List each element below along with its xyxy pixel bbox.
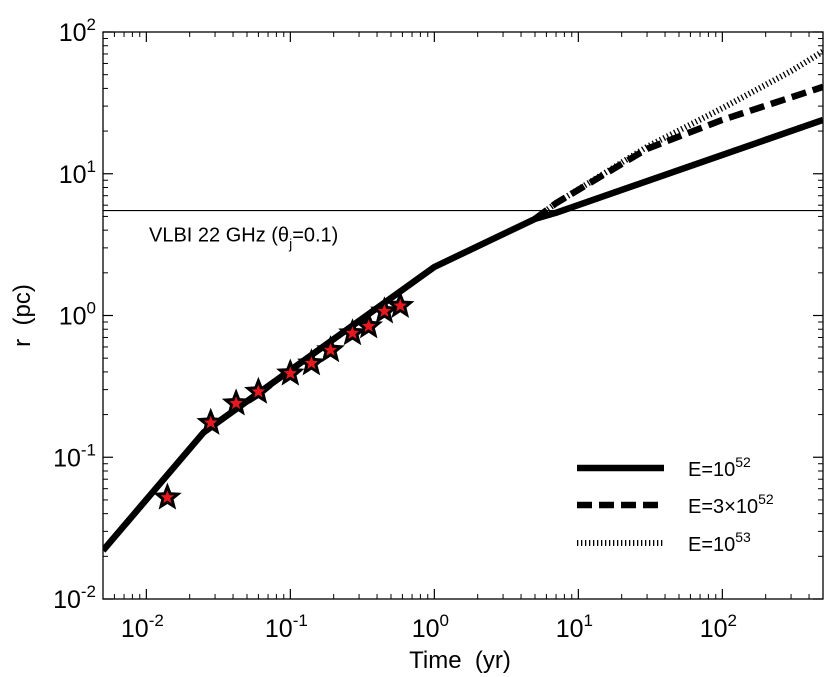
- data-point-star: [153, 482, 182, 510]
- y-tick-label: 101: [59, 157, 96, 189]
- reference-line-label: VLBI 22 GHz (θj=0.1): [149, 225, 338, 252]
- series-layer: [103, 48, 823, 553]
- series-line-2: [533, 83, 823, 222]
- axis-titles: Time (yr) r (pc): [9, 284, 511, 674]
- legend-label-2: E=3×1052: [688, 491, 774, 518]
- y-tick-label: 100: [59, 299, 96, 331]
- x-tick-label: 101: [556, 611, 593, 643]
- data-point-star: [221, 388, 251, 416]
- markers-layer: [153, 290, 415, 510]
- y-axis-title: r (pc): [9, 284, 36, 347]
- x-tick-label: 10-2: [121, 611, 164, 643]
- x-tick-label: 10-1: [265, 611, 308, 643]
- annotation-layer: VLBI 22 GHz (θj=0.1): [103, 210, 823, 252]
- data-point-star: [338, 318, 367, 346]
- legend: E=1052 E=3×1052 E=1053: [577, 454, 774, 556]
- y-tick-label: 10-2: [53, 582, 96, 614]
- y-tick-label: 102: [59, 15, 96, 47]
- y-tick-label: 10-1: [53, 440, 96, 472]
- data-point-star: [316, 335, 345, 363]
- data-point-star: [297, 348, 326, 376]
- x-axis-title: Time (yr): [409, 647, 511, 674]
- series-line-1: [103, 116, 823, 553]
- ticks-layer: 10-2 10-1 100 101 102 10-2 10-1 100 101 102: [53, 15, 823, 643]
- data-point-star: [386, 290, 415, 318]
- data-point-star: [276, 358, 305, 386]
- data-point-star: [244, 376, 273, 404]
- legend-label-3: E=1053: [688, 529, 751, 556]
- x-tick-label: 100: [412, 611, 449, 643]
- legend-label-1: E=1052: [688, 454, 751, 481]
- data-point-star: [370, 296, 399, 324]
- data-point-star: [196, 407, 225, 435]
- data-point-star: [354, 311, 383, 339]
- x-tick-label: 102: [700, 611, 737, 643]
